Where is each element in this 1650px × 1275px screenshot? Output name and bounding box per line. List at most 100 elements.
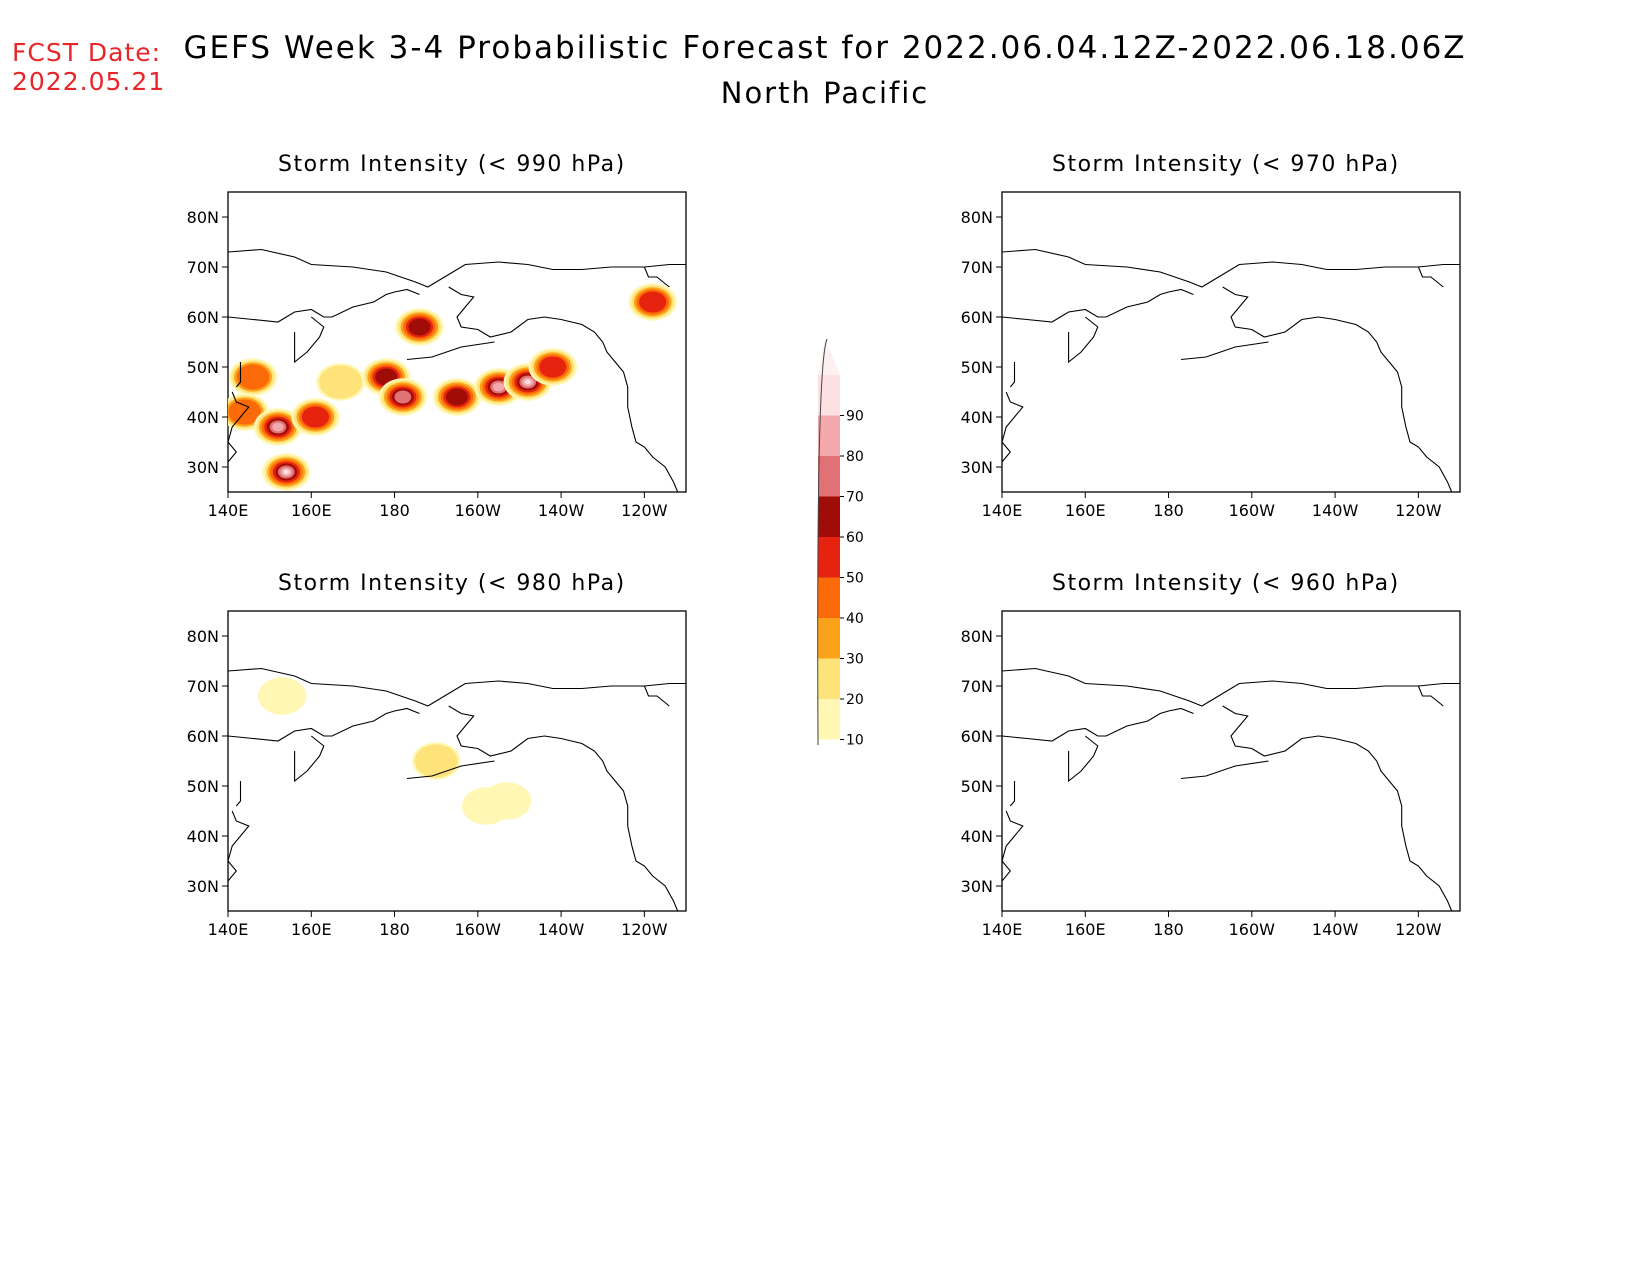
coastline <box>643 685 670 707</box>
prob-cell <box>492 382 505 392</box>
coastline <box>1222 286 1453 492</box>
prob-cell <box>524 379 531 385</box>
panel-title-970: Storm Intensity (< 970 hPa) <box>1052 152 1400 177</box>
prob-cell <box>446 388 468 406</box>
coastline <box>1180 341 1269 361</box>
lon-tick-label: 140E <box>982 920 1023 939</box>
lon-tick-label: 180 <box>1153 501 1184 520</box>
panel-title-960: Storm Intensity (< 960 hPa) <box>1052 571 1400 596</box>
lat-tick-label: 40N <box>961 827 993 846</box>
lat-tick-label: 60N <box>187 727 219 746</box>
lon-tick-label: 160W <box>455 501 502 520</box>
lat-tick-label: 80N <box>187 627 219 646</box>
coastline <box>448 705 679 911</box>
lon-tick-label: 120W <box>1395 920 1442 939</box>
colorbar-label: 70 <box>846 490 864 506</box>
page-subtitle: North Pacific <box>720 76 930 110</box>
coastline <box>1002 288 1194 323</box>
lat-tick-label: 70N <box>961 258 993 277</box>
prob-cell <box>236 364 270 390</box>
lon-tick-label: 140W <box>538 501 585 520</box>
coastline <box>1417 266 1444 288</box>
prob-cell <box>414 744 458 778</box>
colorbar-segment <box>818 456 840 497</box>
colorbar-segment <box>818 618 840 659</box>
panel-title-980: Storm Intensity (< 980 hPa) <box>278 571 626 596</box>
lat-tick-label: 40N <box>187 408 219 427</box>
coastline <box>228 810 250 882</box>
lat-tick-label: 30N <box>187 458 219 477</box>
lon-tick-label: 160E <box>1065 501 1106 520</box>
coastline <box>1068 316 1099 364</box>
lon-tick-label: 140E <box>982 501 1023 520</box>
colorbar-segment <box>818 577 840 618</box>
lat-tick-label: 50N <box>961 777 993 796</box>
coastline <box>1002 707 1194 742</box>
lat-tick-label: 80N <box>961 208 993 227</box>
prob-cell <box>301 406 330 428</box>
page-title: GEFS Week 3-4 Probabilistic Forecast for… <box>183 30 1467 66</box>
coastline <box>228 248 686 288</box>
colorbar-label: 10 <box>846 733 864 746</box>
lat-tick-label: 80N <box>961 627 993 646</box>
colorbar-label: 80 <box>846 449 864 465</box>
colorbar-label: 30 <box>846 652 864 668</box>
map-panel-970: 80N 70N 60N 50N 40N 30N 140E 160E 180 160W 140W 120… <box>961 191 1461 520</box>
prob-cell <box>408 318 431 336</box>
lon-tick-label: 140E <box>208 920 249 939</box>
prob-cell <box>482 782 532 820</box>
lat-tick-label: 60N <box>961 727 993 746</box>
coastline <box>1002 810 1024 882</box>
colorbar-label: 40 <box>846 611 864 627</box>
prob-cell <box>283 469 290 475</box>
prob-cell <box>539 356 567 378</box>
coastline <box>228 667 686 707</box>
lat-tick-label: 40N <box>187 827 219 846</box>
coastline <box>228 707 420 742</box>
colorbar: 10 20 30 40 50 60 70 80 90 <box>817 338 864 746</box>
prob-cell <box>639 291 667 313</box>
lat-tick-label: 60N <box>187 308 219 327</box>
coastline <box>1180 760 1269 780</box>
colorbar-segment <box>818 375 840 416</box>
fcst-date: 2022.05.21 <box>12 67 166 96</box>
lat-tick-label: 70N <box>187 258 219 277</box>
coastline <box>235 781 242 807</box>
lat-tick-label: 60N <box>961 308 993 327</box>
lon-tick-label: 140W <box>538 920 585 939</box>
coastline <box>294 316 325 364</box>
coastline <box>294 735 325 783</box>
lon-tick-label: 180 <box>379 501 410 520</box>
colorbar-label: 60 <box>846 530 864 546</box>
prob-cell <box>318 365 362 399</box>
lat-tick-label: 30N <box>961 877 993 896</box>
lat-tick-label: 50N <box>187 358 219 377</box>
prob-cell <box>272 422 284 432</box>
coastline <box>1009 362 1016 388</box>
lon-tick-label: 120W <box>621 501 668 520</box>
colorbar-segment <box>818 658 840 699</box>
coastline <box>1222 705 1453 911</box>
colorbar-label: 50 <box>846 571 864 587</box>
lon-tick-label: 160W <box>455 920 502 939</box>
map-panel-960: 80N 70N 60N 50N 40N 30N 140E 160E 180 160W 140W 120… <box>961 610 1461 939</box>
lon-tick-label: 160E <box>291 501 332 520</box>
lat-tick-label: 50N <box>187 777 219 796</box>
colorbar-cap-top <box>818 339 840 375</box>
lon-tick-label: 120W <box>621 920 668 939</box>
fcst-label: FCST Date: <box>12 38 162 67</box>
colorbar-segment <box>818 699 840 740</box>
panel-title-990: Storm Intensity (< 990 hPa) <box>278 152 626 177</box>
coastline <box>235 362 242 388</box>
coastline <box>643 266 670 288</box>
colorbar-segment <box>818 415 840 456</box>
colorbar-label: 90 <box>846 409 864 425</box>
lon-tick-label: 140E <box>208 501 249 520</box>
colorbar-label: 20 <box>846 692 864 708</box>
lon-tick-label: 140W <box>1312 920 1359 939</box>
lat-tick-label: 50N <box>961 358 993 377</box>
coastline <box>1068 735 1099 783</box>
map-panel-990: 80N 70N 60N 50N 40N 30N 140E 160E 180 160W 140W 120… <box>187 191 687 520</box>
colorbar-segment <box>818 537 840 578</box>
lon-tick-label: 160W <box>1229 920 1276 939</box>
